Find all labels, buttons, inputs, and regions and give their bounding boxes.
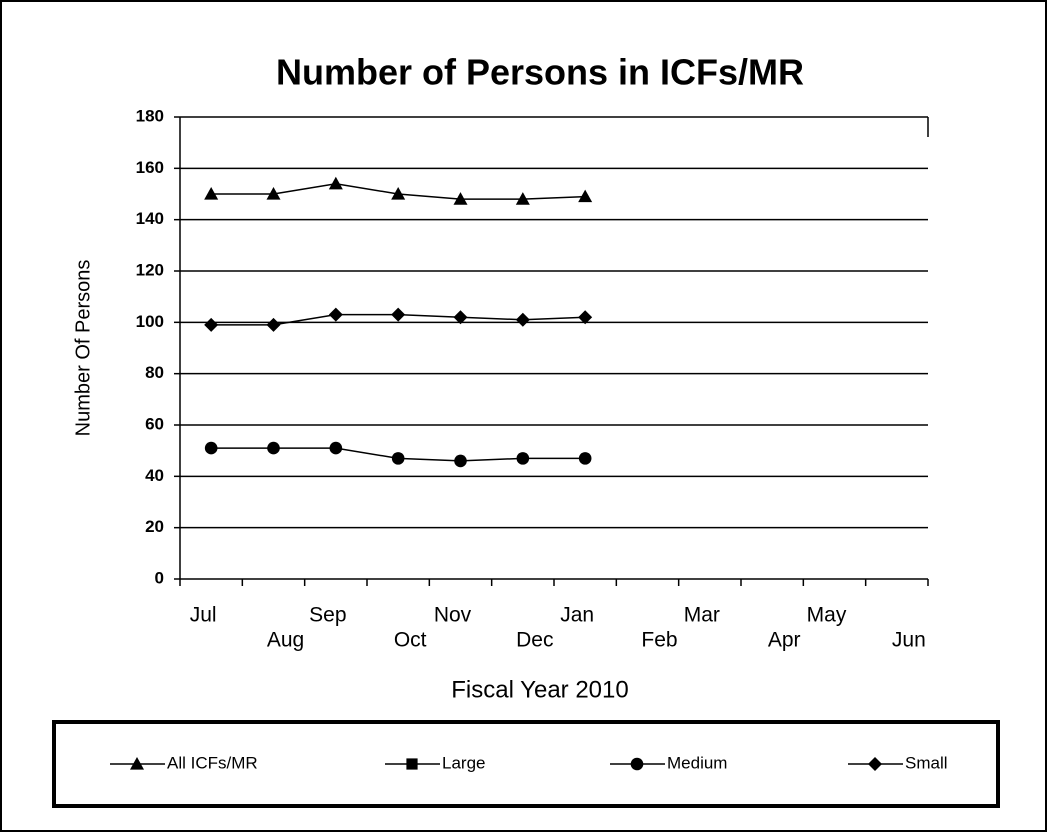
legend-label: Small [905, 753, 948, 772]
x-tick-label: Dec [516, 629, 553, 652]
data-point [204, 441, 218, 455]
y-tick-label: 120 [136, 260, 164, 279]
data-point [578, 189, 593, 203]
legend-box [52, 720, 1000, 808]
x-tick-label: Nov [434, 604, 472, 627]
x-tick-label: May [807, 604, 847, 627]
data-point [267, 441, 280, 455]
data-point [516, 452, 530, 465]
x-tick-label: Apr [768, 629, 801, 652]
data-point [329, 441, 343, 455]
y-tick-label: 0 [155, 568, 164, 587]
data-point [391, 187, 406, 200]
x-tick-label: Mar [684, 604, 720, 627]
data-point [453, 192, 468, 205]
chart-title: Number of Persons in ICFs/MR [276, 52, 804, 93]
data-point [515, 192, 530, 205]
x-tick-label: Jun [892, 629, 926, 652]
data-point [204, 187, 219, 200]
data-point [391, 452, 405, 465]
data-point [391, 307, 406, 322]
y-tick-label: 160 [136, 158, 164, 177]
data-point [454, 454, 467, 468]
data-point [453, 310, 468, 325]
y-tick-label: 180 [136, 106, 164, 125]
legend-marker [130, 757, 144, 770]
x-axis-label: Fiscal Year 2010 [451, 676, 628, 703]
y-tick-label: 140 [136, 209, 164, 228]
x-tick-label: Oct [394, 629, 427, 652]
legend-marker [630, 757, 644, 771]
y-tick-label: 40 [145, 466, 164, 485]
data-point [328, 307, 343, 322]
legend-marker [868, 757, 882, 771]
data-point [578, 452, 592, 465]
x-tick-label: Aug [267, 629, 304, 652]
y-tick-label: 20 [145, 517, 164, 536]
data-point [204, 317, 219, 332]
data-point [515, 312, 530, 327]
x-tick-label: Jul [190, 604, 217, 627]
data-point [328, 176, 343, 190]
y-tick-label: 100 [136, 312, 164, 331]
legend-label: Medium [667, 753, 727, 772]
x-tick-label: Jan [560, 604, 594, 627]
data-point [266, 187, 281, 200]
legend-label: All ICFs/MR [167, 753, 258, 772]
legend-label: Large [442, 753, 485, 772]
y-tick-label: 80 [145, 363, 164, 382]
x-tick-label: Feb [641, 629, 677, 652]
y-axis-label: Number Of Persons [72, 260, 94, 437]
y-tick-label: 60 [145, 414, 164, 433]
legend-marker [406, 758, 418, 770]
x-tick-label: Sep [309, 604, 346, 627]
data-point [266, 317, 281, 332]
data-point [578, 310, 593, 325]
